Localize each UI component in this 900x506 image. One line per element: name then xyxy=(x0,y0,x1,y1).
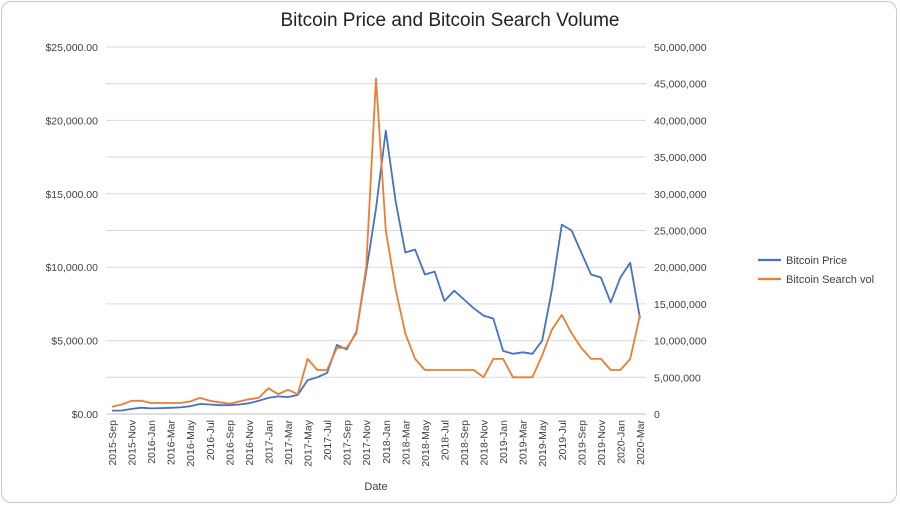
x-axis-tick-label: 2019-Mar xyxy=(518,420,530,465)
right-axis-tick-label: 0 xyxy=(654,409,660,421)
legend-item-bitcoin-search-vol[interactable]: Bitcoin Search vol xyxy=(758,274,874,286)
x-axis-tick-label: 2017-Jan xyxy=(263,420,275,464)
x-axis-tick-label: 2018-Sep xyxy=(459,420,471,466)
legend-label-bitcoin-price: Bitcoin Price xyxy=(786,255,847,267)
right-axis-tick-label: 35,000,000 xyxy=(654,152,707,164)
x-axis-tick-label: 2020-Mar xyxy=(635,420,647,465)
right-axis-tick-label: 45,000,000 xyxy=(654,79,707,91)
left-axis-tick-label: $0.00 xyxy=(72,409,98,421)
series-line-bitcoin-search-vol xyxy=(111,77,641,408)
x-axis-tick-label: 2017-Mar xyxy=(283,420,295,465)
right-axis-tick-labels: 0 5,000,000 10,000,000 15,000,000 20,000,000… xyxy=(654,42,707,421)
x-axis-tick-label: 2018-Mar xyxy=(400,420,412,465)
x-axis-tick-label: 2015-Nov xyxy=(127,419,139,465)
right-axis-tick-label: 40,000,000 xyxy=(654,115,707,127)
left-axis-tick-label: $15,000.00 xyxy=(45,189,98,201)
x-axis-tick-label: 2016-Mar xyxy=(166,420,178,465)
right-axis-tick-label: 10,000,000 xyxy=(654,336,707,348)
left-axis-tick-labels: $0.00 $5,000.00 $10,000.00 $15,000.00 $20,00… xyxy=(45,42,98,421)
right-axis-tick-label: 20,000,000 xyxy=(654,262,707,274)
right-axis-tick-label: 50,000,000 xyxy=(654,42,707,54)
series-line-bitcoin-price xyxy=(111,129,641,412)
x-axis-tick-label: 2020-Jan xyxy=(615,420,627,464)
x-axis-label: Date xyxy=(364,481,387,493)
x-axis-tick-label: 2016-Jan xyxy=(146,420,158,464)
x-axis-tick-label: 2019-May xyxy=(537,419,549,466)
x-axis-tick-label: 2019-Jan xyxy=(498,420,510,464)
x-axis-tick-label: 2017-May xyxy=(303,419,315,466)
right-axis-tick-label: 5,000,000 xyxy=(654,372,701,384)
x-axis-tick-label: 2015-Sep xyxy=(107,420,119,466)
x-axis-tick-label: 2018-Nov xyxy=(479,419,491,465)
x-axis-tick-label: 2017-Nov xyxy=(361,419,373,465)
chart-title: Bitcoin Price and Bitcoin Search Volume xyxy=(280,10,619,31)
x-axis-tick-label: 2019-Jul xyxy=(557,420,569,460)
x-axis-tick-label: 2017-Jul xyxy=(322,420,334,460)
x-axis-tick-label: 2016-Sep xyxy=(224,420,236,466)
x-axis-tick-label: 2019-Sep xyxy=(576,420,588,466)
x-axis-tick-label: 2018-May xyxy=(420,419,432,466)
x-axis-tick-label: 2016-Nov xyxy=(244,419,256,465)
x-axis-tick-label: 2016-May xyxy=(185,419,197,466)
right-axis-tick-label: 30,000,000 xyxy=(654,189,707,201)
x-axis-tick-label: 2018-Jul xyxy=(439,420,451,460)
legend-label-bitcoin-search-vol: Bitcoin Search vol xyxy=(786,274,874,286)
series-lines xyxy=(111,77,641,412)
left-axis-tick-label: $10,000.00 xyxy=(45,262,98,274)
x-axis-tick-label: 2019-Nov xyxy=(596,419,608,465)
legend-item-bitcoin-price[interactable]: Bitcoin Price xyxy=(758,255,847,267)
x-axis-tick-label: 2016-Jul xyxy=(205,420,217,460)
left-axis-tick-label: $20,000.00 xyxy=(45,115,98,127)
x-axis-tick-label: 2017-Sep xyxy=(342,420,354,466)
right-axis-tick-label: 15,000,000 xyxy=(654,299,707,311)
legend[interactable]: Bitcoin Price Bitcoin Search vol xyxy=(758,255,874,286)
left-axis-tick-label: $25,000.00 xyxy=(45,42,98,54)
x-axis-tick-label: 2018-Jan xyxy=(381,420,393,464)
x-axis-tick-labels: 2015-Sep 2015-Nov 2016-Jan 2016-Mar 2016-May… xyxy=(107,419,647,466)
left-axis-tick-label: $5,000.00 xyxy=(51,336,98,348)
right-axis-tick-label: 25,000,000 xyxy=(654,226,707,238)
